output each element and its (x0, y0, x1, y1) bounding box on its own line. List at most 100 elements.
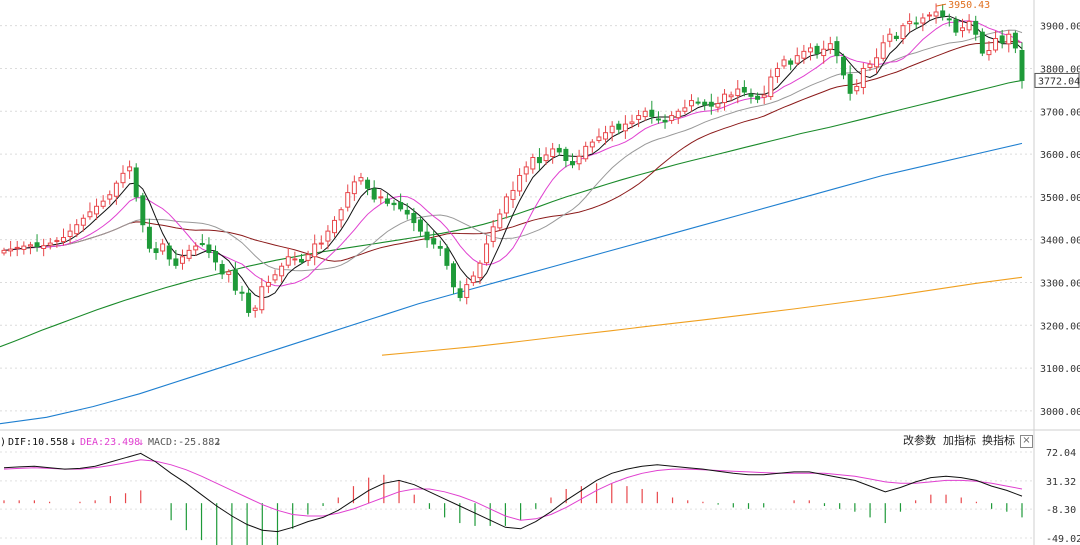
candle-body (365, 179, 371, 189)
price-tick-label: 3900.00 (1040, 22, 1080, 33)
ma30-line (3, 40, 1023, 262)
ma5-line (3, 15, 1023, 299)
candle-body (966, 20, 972, 31)
candle-body (841, 56, 847, 76)
macd-series (3, 452, 1023, 545)
candle-body (338, 209, 344, 221)
candle-body (708, 101, 714, 107)
candle-body (47, 242, 53, 246)
price-tick-label: 3600.00 (1040, 150, 1080, 161)
candle-body (272, 274, 278, 281)
candle-body (120, 172, 126, 184)
candle-body (424, 231, 430, 241)
candle-body (173, 258, 179, 266)
candle-body (332, 219, 338, 234)
candle-body (900, 25, 906, 40)
candle-body (21, 245, 27, 250)
candle-body (596, 136, 602, 142)
candle-body (186, 249, 192, 259)
candle-body (206, 244, 212, 254)
macd-header: ) DIF:10.558 ↓ DEA:23.498↓ MACD:-25.882↓ (0, 437, 221, 448)
candle-body (67, 230, 73, 238)
candle-body (351, 181, 357, 195)
candle-body (702, 101, 708, 106)
add-indicator-button[interactable]: 加指标 (943, 434, 976, 447)
macd-grid (0, 451, 1033, 539)
candle-body (398, 202, 404, 210)
price-tick-label: 3300.00 (1040, 278, 1080, 289)
candle-body (636, 115, 642, 120)
candle-body (127, 166, 133, 172)
price-tick-label: 3200.00 (1040, 321, 1080, 332)
candle-body (411, 212, 417, 224)
price-tick-label: 3100.00 (1040, 364, 1080, 375)
high-marker-arrow (935, 3, 947, 7)
candle-body (715, 103, 721, 108)
edit-params-button[interactable]: 改参数 (903, 434, 936, 447)
candle-body (246, 292, 252, 313)
ma20-line (3, 29, 1023, 272)
candle-body (741, 86, 747, 93)
macd-tick-label: -49.02 (1046, 534, 1080, 545)
dea-line (3, 459, 1023, 521)
candle-body (107, 194, 113, 200)
price-tick-label: 3800.00 (1040, 64, 1080, 75)
candle-body (27, 244, 33, 247)
candle-body (953, 19, 959, 33)
dea-label: DEA:23.498 (80, 437, 140, 448)
candle-body (834, 41, 840, 57)
candle-body (682, 107, 688, 112)
current-price-label: 3772.04 (1038, 76, 1080, 87)
candle-body (827, 43, 833, 50)
close-icon[interactable]: × (1020, 435, 1033, 448)
candle-body (774, 67, 780, 78)
current-price-box (1034, 72, 1080, 88)
candle-body (603, 132, 609, 140)
candle-body (629, 121, 635, 125)
candle-body (570, 161, 575, 166)
candle-body (893, 35, 899, 40)
candle-body (675, 110, 681, 119)
candle-body (523, 166, 529, 175)
ma10-line (3, 20, 1023, 287)
main-price-axis: 3900.00 3800.00 3700.00 3600.00 3500.00 3400.… (0, 0, 1080, 431)
switch-indicator-button[interactable]: 换指标 (982, 434, 1015, 447)
macd-tick-label: 72.04 (1046, 448, 1076, 459)
candle-body (662, 119, 668, 123)
macd-header-prefix: ) (0, 437, 6, 448)
candle-body (669, 115, 675, 121)
candle-body (583, 145, 589, 160)
candle-body (946, 18, 952, 21)
candle-body (146, 226, 152, 249)
candle-body (80, 217, 86, 226)
candle-body (61, 237, 66, 243)
candle-body (193, 245, 199, 251)
candle-body (926, 14, 932, 17)
candle-body (986, 50, 992, 56)
candle-body (880, 42, 886, 59)
candle-body (219, 264, 225, 275)
candle-body (814, 45, 820, 54)
candle-body (576, 155, 582, 165)
candle-body (768, 76, 774, 98)
candle-body (550, 148, 556, 157)
candle-body (860, 67, 866, 88)
candle-body (821, 48, 827, 57)
candle-body (655, 118, 661, 121)
candle-body (113, 182, 119, 197)
candle-body (788, 60, 794, 65)
candle-body (292, 258, 298, 261)
candle-body (285, 256, 291, 266)
candle-body (312, 243, 318, 258)
ma120-line (0, 142, 1023, 425)
candle-body (470, 275, 476, 284)
candle-body (74, 224, 80, 235)
candle-body (543, 154, 549, 162)
candle-body (536, 157, 542, 164)
candle-body (933, 11, 939, 17)
candle-body (378, 196, 384, 199)
candle-body (477, 262, 483, 279)
candle-body (920, 17, 926, 24)
candle-body (530, 157, 536, 170)
